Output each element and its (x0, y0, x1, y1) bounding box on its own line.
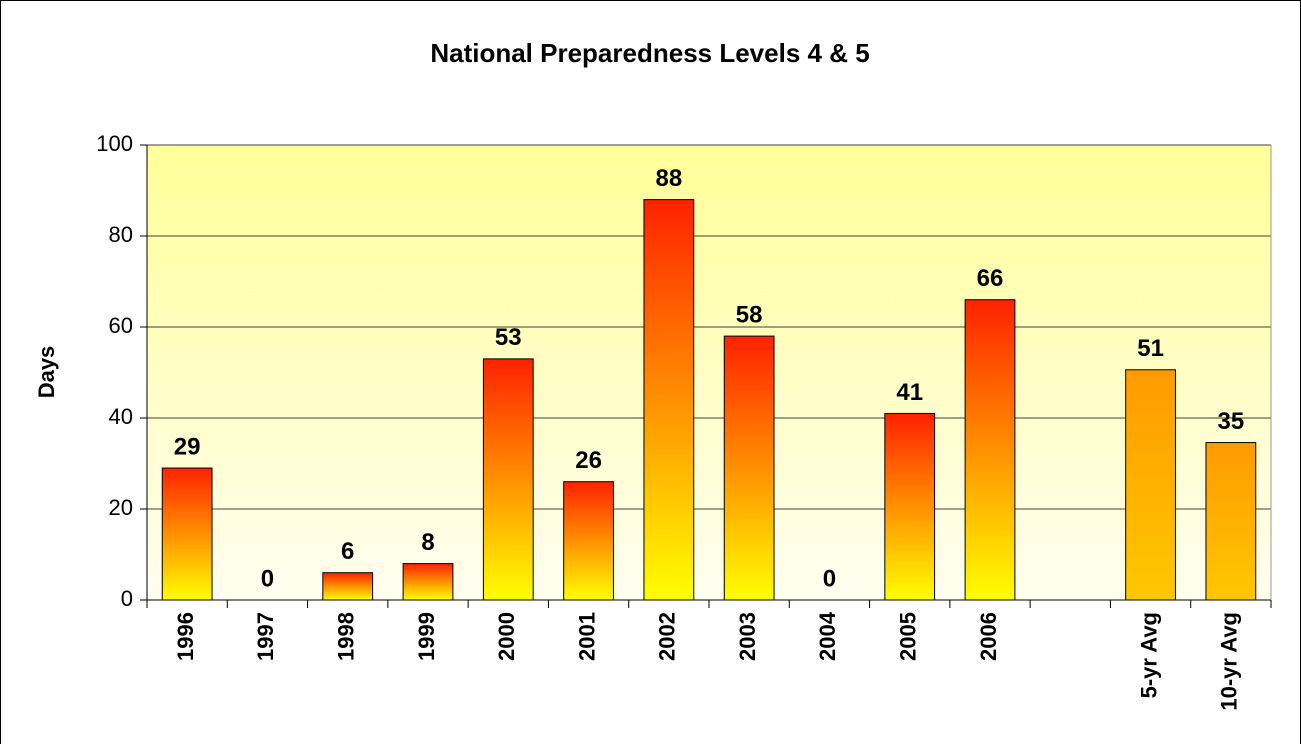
data-label: 66 (977, 265, 1004, 292)
bar (964, 299, 1016, 601)
y-tick-label: 20 (109, 495, 133, 520)
y-tick-label: 100 (96, 131, 133, 156)
bar (482, 358, 534, 601)
data-label: 58 (736, 301, 763, 328)
data-label: 8 (421, 529, 434, 556)
x-tick-label: 2004 (815, 611, 840, 661)
bar (723, 335, 775, 601)
data-label: 29 (174, 433, 201, 460)
y-tick-label: 40 (109, 404, 133, 429)
bar (402, 563, 454, 601)
x-tick-label: 2000 (494, 612, 519, 661)
data-label: 0 (823, 565, 836, 592)
x-tick-label: 2006 (976, 612, 1001, 661)
x-tick-label: 2001 (574, 612, 599, 661)
bar (1125, 369, 1176, 601)
y-tick-label: 0 (121, 586, 133, 611)
x-tick-label: 5-yr Avg (1136, 612, 1161, 698)
x-tick-label: 2002 (655, 612, 680, 661)
x-tick-label: 2003 (735, 612, 760, 661)
data-label: 35 (1218, 408, 1245, 435)
bar (884, 412, 936, 601)
data-label: 53 (495, 324, 522, 351)
y-tick-label: 60 (109, 313, 133, 338)
bar (563, 481, 614, 601)
data-label: 6 (341, 538, 354, 565)
bar (643, 199, 695, 601)
bar (322, 572, 374, 601)
chart-title: National Preparedness Levels 4 & 5 (430, 38, 869, 68)
data-label: 51 (1137, 335, 1164, 362)
x-tick-label: 1999 (414, 612, 439, 661)
bar (1205, 442, 1257, 601)
y-tick-label: 80 (109, 222, 133, 247)
x-tick-label: 1998 (334, 612, 359, 661)
data-label: 88 (656, 165, 683, 192)
data-label: 0 (261, 565, 274, 592)
plot-area (147, 145, 1271, 600)
bar (161, 467, 213, 601)
x-tick-label: 1996 (173, 612, 198, 661)
data-label: 41 (896, 379, 923, 406)
x-tick-label: 1997 (253, 612, 278, 661)
x-tick-label: 10-yr Avg (1217, 612, 1242, 711)
data-label: 26 (575, 447, 602, 474)
x-tick-label: 2005 (896, 612, 921, 661)
y-axis-label: Days (34, 346, 59, 399)
